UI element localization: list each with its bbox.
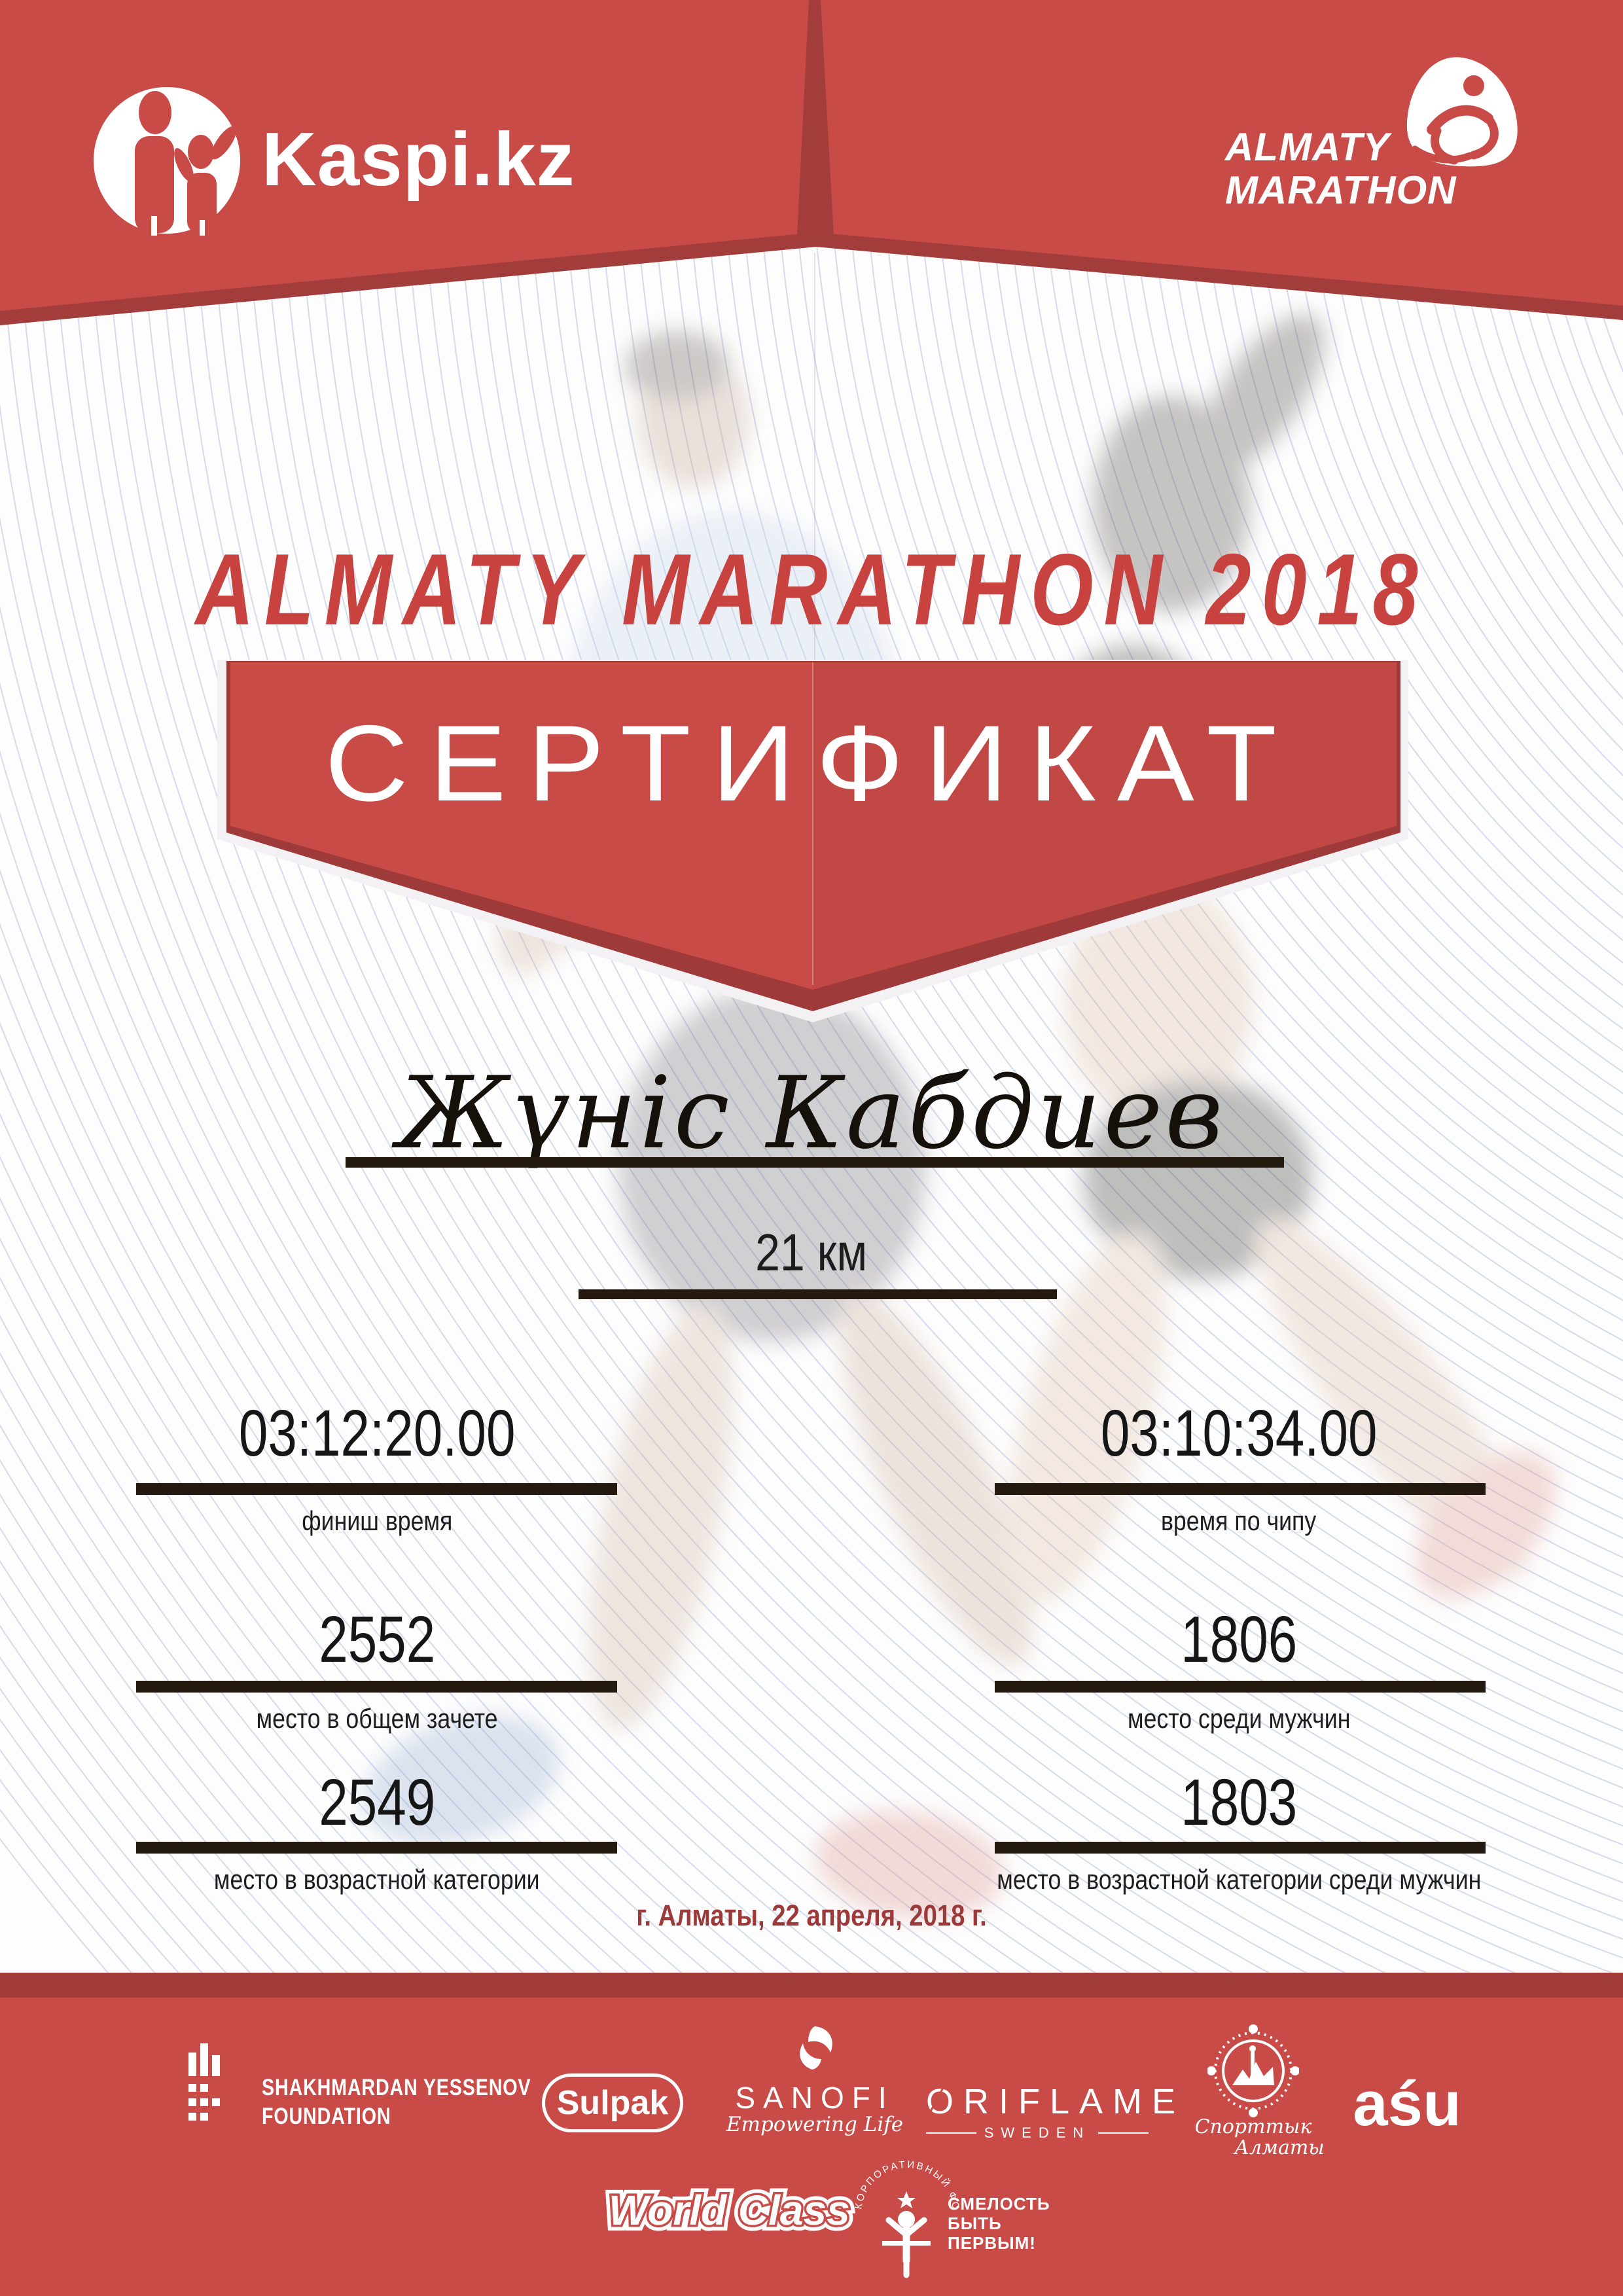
fond-motto-line1: СМЕЛОСТЬ bbox=[948, 2194, 1050, 2214]
distance-underline bbox=[579, 1289, 1057, 1299]
men-place-underline bbox=[995, 1681, 1486, 1693]
sanofi-icon bbox=[800, 2026, 832, 2070]
chip-time-label: время по чипу bbox=[1161, 1505, 1317, 1536]
kaspi-logo-icon bbox=[94, 87, 240, 236]
age-place-value: 2549 bbox=[319, 1766, 435, 1839]
fond-logo: КОРПОРАТИВНЫЙ ФОНД bbox=[851, 2157, 959, 2278]
age-men-place-label: место в возрастной категории среди мужчи… bbox=[996, 1864, 1482, 1895]
footer-shadow-strip bbox=[0, 1973, 1623, 1998]
sportyk-almaty-emblem bbox=[1207, 2024, 1299, 2117]
men-place-value: 1806 bbox=[1181, 1603, 1297, 1676]
oriflame-country: SWEDEN bbox=[984, 2125, 1091, 2141]
overall-place-underline bbox=[136, 1681, 617, 1693]
finish-time-value: 03:12:20.00 bbox=[238, 1397, 516, 1470]
age-men-place-underline bbox=[995, 1842, 1486, 1854]
event-title: ALMATY MARATHON 2018 bbox=[195, 533, 1428, 646]
yessenov-foundation-icon bbox=[188, 2043, 220, 2121]
men-place-label: место среди мужчин bbox=[1127, 1703, 1351, 1734]
age-place-underline bbox=[136, 1842, 617, 1854]
distance-value: 21 км bbox=[755, 1223, 868, 1282]
oriflame-wordmark: ORIFLAME bbox=[926, 2082, 1186, 2121]
fond-motto-line2: БЫТЬ bbox=[948, 2214, 1002, 2233]
finish-time-underline bbox=[136, 1483, 617, 1495]
almaty-marathon-logo-icon bbox=[1406, 57, 1518, 167]
finish-time-label: финиш время bbox=[301, 1505, 453, 1536]
overall-place-value: 2552 bbox=[319, 1603, 435, 1676]
recipient-name: Жүніс Кабдиев bbox=[397, 1055, 1226, 1171]
yessenov-foundation-name-line2: FOUNDATION bbox=[262, 2104, 391, 2129]
oriflame-rule-left bbox=[926, 2132, 976, 2134]
oriflame-rule-right bbox=[1098, 2132, 1149, 2134]
footer-band bbox=[0, 1998, 1623, 2296]
name-underline bbox=[346, 1157, 1284, 1168]
event-location-date: г. Алматы, 22 апреля, 2018 г. bbox=[636, 1899, 987, 1932]
kaspi-logo-wordmark: Kaspi.kz bbox=[262, 117, 575, 202]
header-shadow-left bbox=[0, 232, 816, 325]
header-crease-spike bbox=[797, 0, 834, 236]
world-class-logo: World Class World Class World Class bbox=[603, 2181, 856, 2240]
chip-time-underline bbox=[995, 1483, 1486, 1495]
page-crease-line bbox=[814, 253, 815, 660]
header-shadow-right bbox=[816, 232, 1623, 320]
almaty-wordmark-line2: MARATHON bbox=[1225, 168, 1457, 212]
fond-motto: СМЕЛОСТЬ БЫТЬ ПЕРВЫМ! bbox=[948, 2194, 1050, 2253]
age-place-label: место в возрастной категории bbox=[214, 1864, 540, 1895]
almaty-marathon-wordmark: ALMATY MARATHON bbox=[1225, 126, 1457, 212]
chip-time-value: 03:10:34.00 bbox=[1100, 1397, 1378, 1470]
age-men-place-value: 1803 bbox=[1181, 1766, 1297, 1839]
sulpak-logo: Sulpak bbox=[542, 2073, 683, 2132]
asu-logo: aśu bbox=[1353, 2069, 1461, 2139]
certificate-ribbon bbox=[217, 660, 1408, 1022]
sanofi-wordmark: SANOFI bbox=[735, 2081, 895, 2115]
oriflame-sweden-row: SWEDEN bbox=[926, 2125, 1149, 2142]
overall-place-label: место в общем зачете bbox=[256, 1703, 498, 1734]
yessenov-foundation-name-line1: SHAKHMARDAN YESSENOV bbox=[262, 2075, 531, 2100]
fond-motto-line3: ПЕРВЫМ! bbox=[948, 2233, 1036, 2253]
certificate-label: СЕРТИФИКАТ bbox=[325, 703, 1298, 823]
sportyk-name-line2: Алматы bbox=[1234, 2136, 1325, 2159]
sanofi-tagline: Empowering Life bbox=[726, 2113, 904, 2136]
sportyk-name-line1: Спорттык bbox=[1194, 2115, 1312, 2138]
almaty-wordmark-line1: ALMATY bbox=[1225, 125, 1390, 169]
